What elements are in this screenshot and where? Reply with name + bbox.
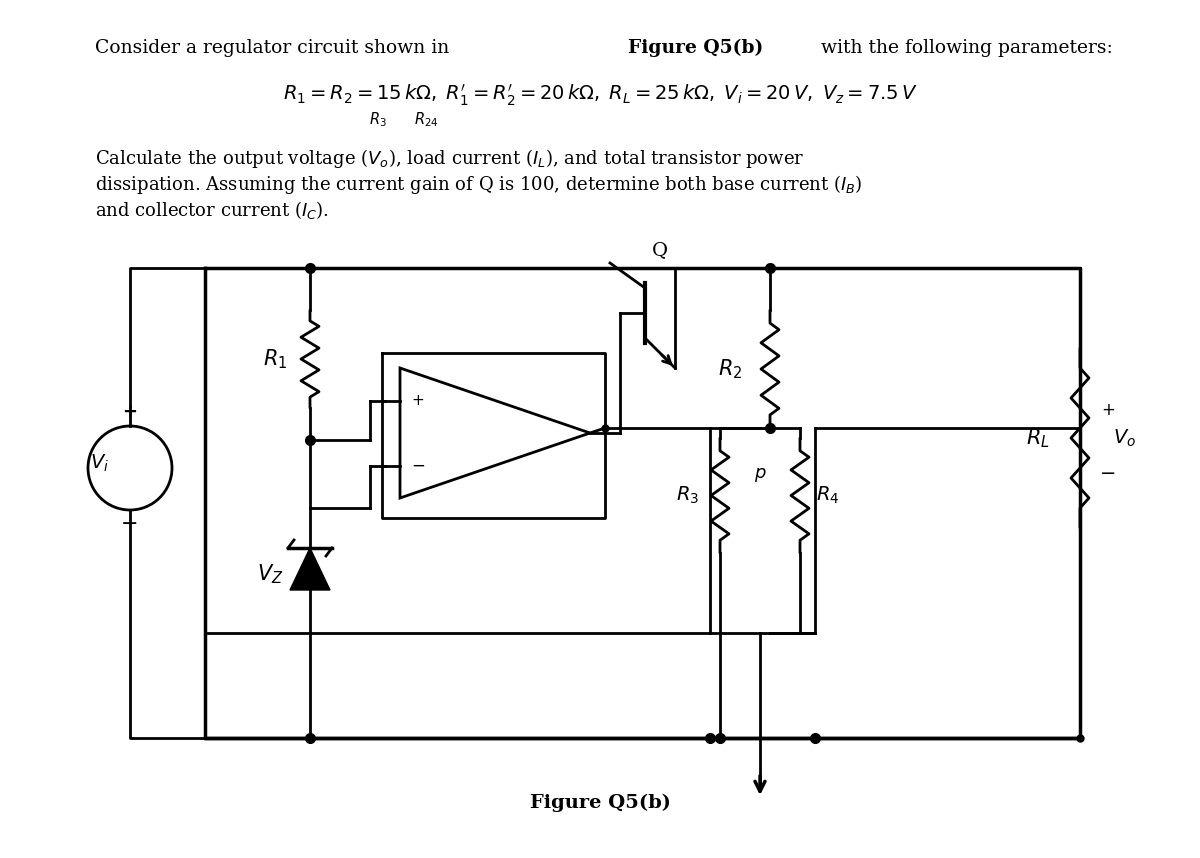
Text: −: − — [121, 514, 139, 534]
Text: $V_Z$: $V_Z$ — [257, 562, 283, 586]
Text: $R_{24}$: $R_{24}$ — [414, 111, 438, 130]
Text: −: − — [412, 456, 425, 474]
Text: +: + — [412, 393, 425, 408]
Text: Consider a regulator circuit shown in: Consider a regulator circuit shown in — [95, 39, 455, 57]
Text: and collector current ($I_C$).: and collector current ($I_C$). — [95, 199, 329, 221]
Text: $p$: $p$ — [754, 467, 767, 485]
Polygon shape — [290, 548, 330, 590]
Text: with the following parameters:: with the following parameters: — [815, 39, 1112, 57]
Text: $V_i$: $V_i$ — [90, 452, 109, 474]
Text: Figure Q5(b): Figure Q5(b) — [628, 39, 763, 57]
Text: $R_1 = R_2 = 15\,k\Omega,\;\mathit{R}_1^{\prime} = R_2^{\prime} = 20\,k\Omega,\;: $R_1 = R_2 = 15\,k\Omega,\;\mathit{R}_1^… — [283, 82, 917, 108]
Text: $R_4$: $R_4$ — [816, 485, 840, 506]
Text: $R_L$: $R_L$ — [1026, 426, 1050, 450]
Text: −: − — [1100, 463, 1116, 482]
Text: dissipation. Assuming the current gain of Q is 100, determine both base current : dissipation. Assuming the current gain o… — [95, 172, 863, 196]
Text: $R_3$: $R_3$ — [370, 111, 386, 130]
Text: $R_2$: $R_2$ — [718, 357, 742, 381]
Text: $V_o$: $V_o$ — [1114, 427, 1136, 449]
Text: Figure Q5(b): Figure Q5(b) — [529, 794, 671, 813]
Text: +: + — [1102, 401, 1115, 419]
Text: $R_1$: $R_1$ — [263, 347, 287, 371]
Text: $R_3$: $R_3$ — [677, 485, 700, 506]
Text: Calculate the output voltage ($V_o$), load current ($I_L$), and total transistor: Calculate the output voltage ($V_o$), lo… — [95, 147, 804, 170]
Text: +: + — [122, 403, 138, 421]
Text: Q: Q — [652, 241, 668, 259]
